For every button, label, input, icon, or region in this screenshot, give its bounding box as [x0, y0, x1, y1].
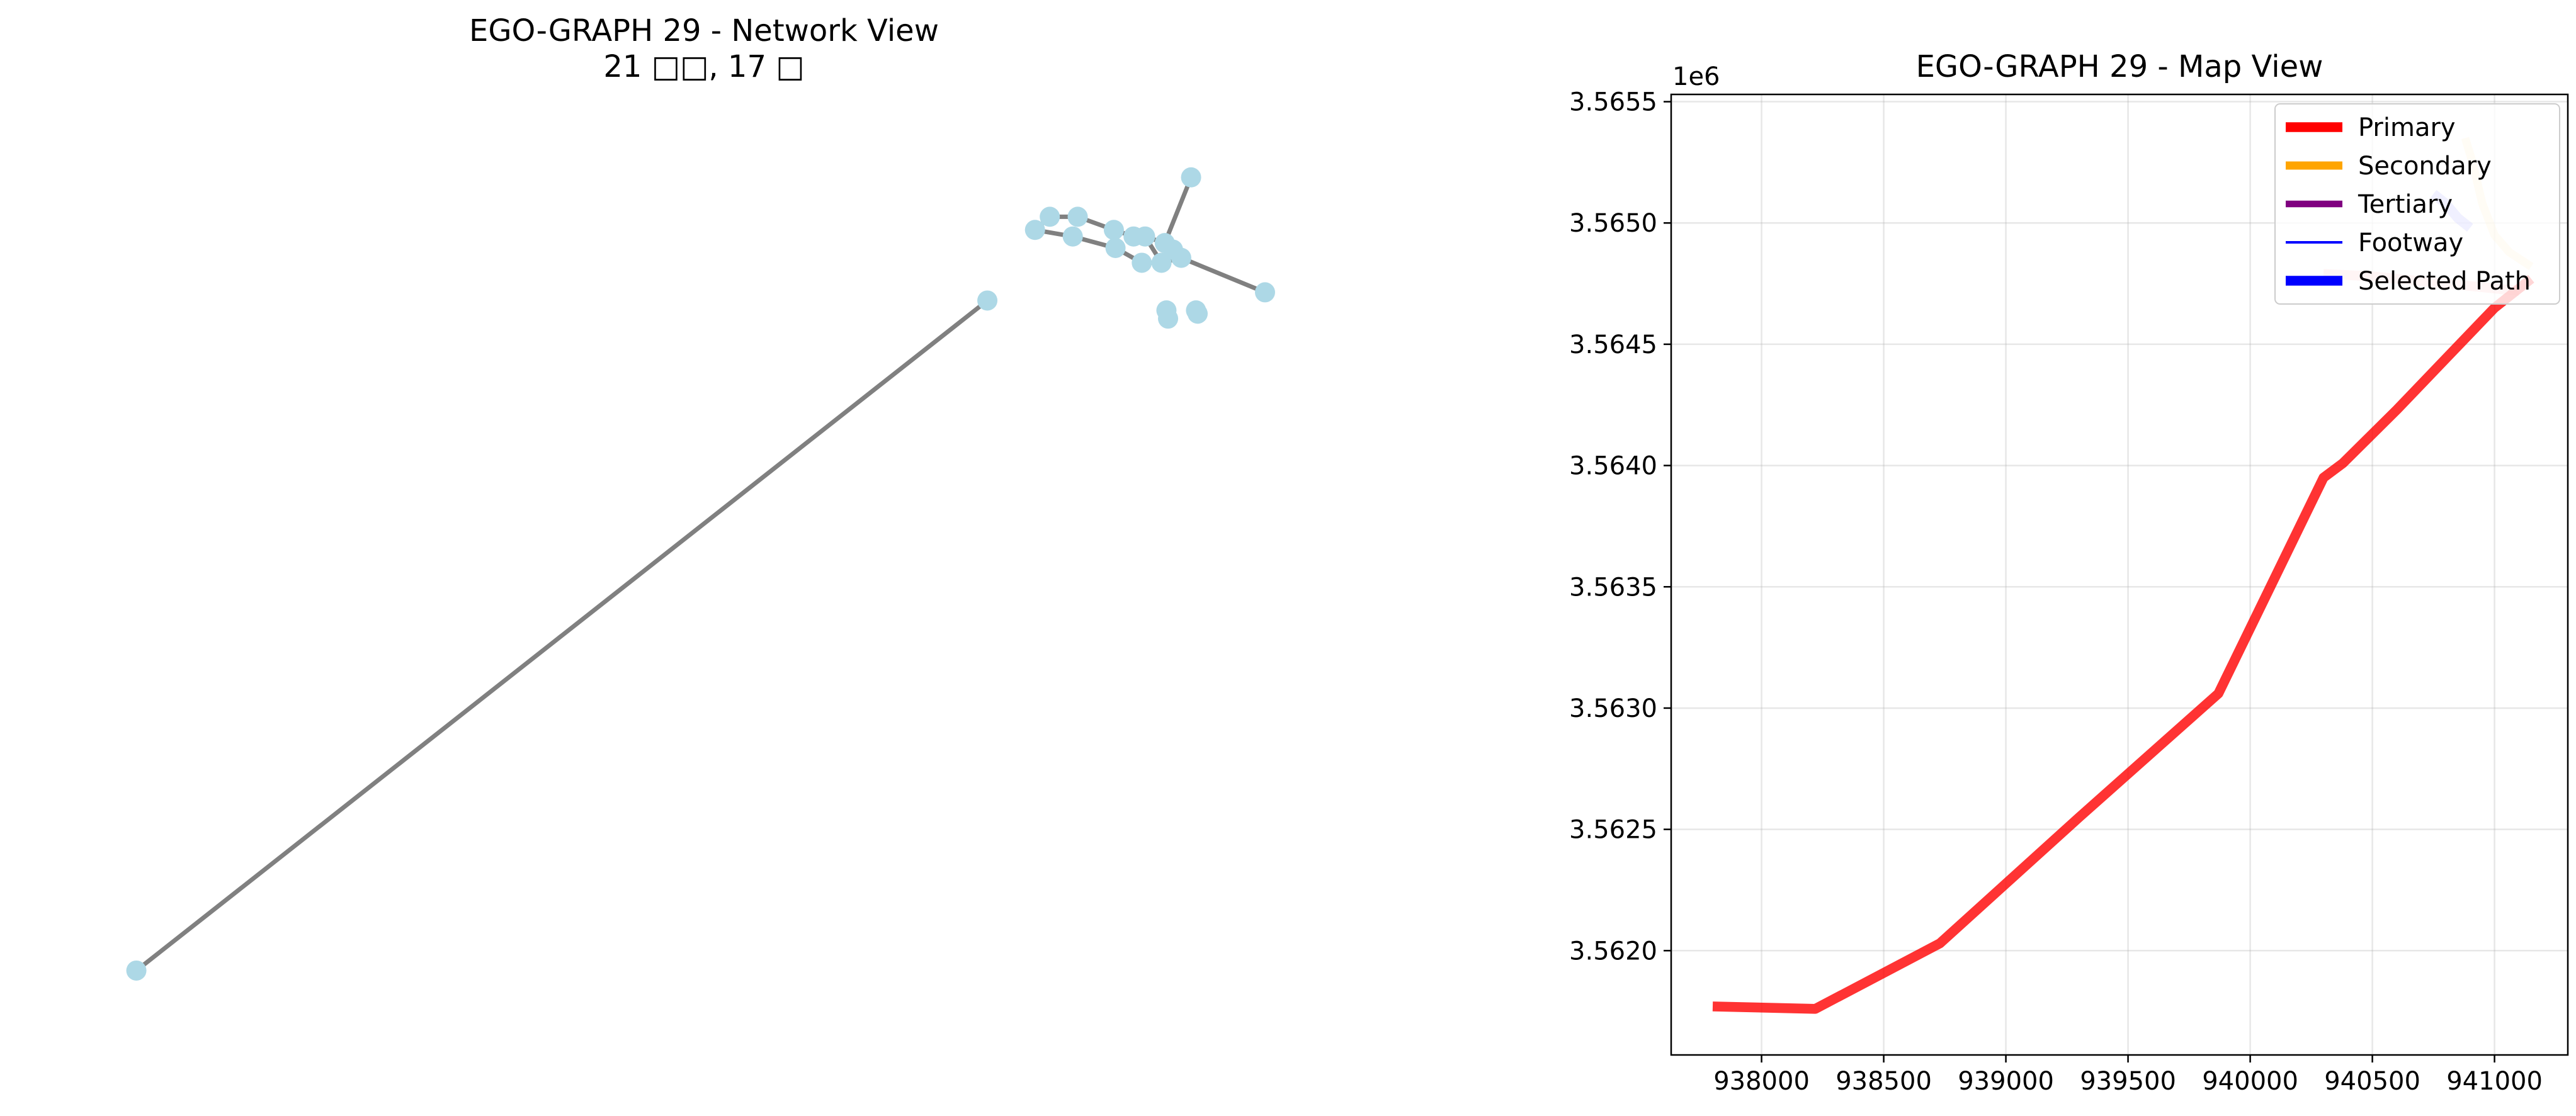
y-tick-label: 3.5630: [1569, 694, 1657, 723]
legend-label: Tertiary: [2358, 190, 2453, 219]
network-node: [1135, 226, 1155, 247]
network-node: [1024, 220, 1045, 240]
network-node: [1132, 252, 1152, 273]
map-axes-frame: [1670, 93, 2569, 1056]
y-tick-label: 3.5640: [1569, 452, 1657, 481]
network-node: [1254, 282, 1275, 303]
x-tick-label: 940500: [2324, 1067, 2420, 1096]
network-node: [126, 960, 147, 981]
map-view-title: EGO-GRAPH 29 - Map View: [1916, 49, 2324, 84]
x-axis-ticks: 938000 938500 939000 939500 940000 940500 9410…: [1713, 1055, 2543, 1096]
network-node: [1062, 226, 1083, 247]
x-tick-label: 941000: [2446, 1067, 2543, 1096]
x-tick-label: 940000: [2202, 1067, 2298, 1096]
y-tick-label: 3.5625: [1569, 816, 1657, 845]
y-tick-label: 3.5635: [1569, 573, 1657, 602]
legend-label: Footway: [2358, 228, 2463, 257]
y-tick-label: 3.5620: [1569, 937, 1657, 966]
map-legend: Primary Secondary Tertiary Footway Selected …: [2274, 103, 2560, 305]
network-node: [1105, 237, 1126, 258]
network-node: [977, 290, 998, 311]
network-view-subtitle: 21 □□, 17 □: [603, 49, 804, 84]
x-tick-label: 938500: [1836, 1067, 1932, 1096]
network-node: [1188, 303, 1208, 324]
y-tick-label: 3.5650: [1569, 209, 1657, 238]
legend-box: [2274, 103, 2560, 305]
y-tick-label: 3.5655: [1569, 88, 1657, 117]
x-tick-label: 939500: [2080, 1067, 2176, 1096]
legend-label: Primary: [2358, 113, 2456, 142]
network-edges: [134, 175, 1268, 973]
network-edge: [1179, 256, 1268, 295]
legend-label: Secondary: [2358, 152, 2492, 181]
network-node: [1158, 308, 1179, 329]
y-tick-label: 3.5645: [1569, 330, 1657, 359]
network-node: [1067, 206, 1088, 227]
network-node: [1181, 167, 1201, 188]
legend-label: Selected Path: [2358, 267, 2531, 296]
network-node: [1151, 252, 1172, 273]
y-axis-ticks: 3.5620 3.5625 3.5630 3.5635 3.5640 3.5645 3.56…: [1569, 88, 1671, 966]
network-edge: [1162, 175, 1194, 245]
y-axis-offset-label: 1e6: [1672, 62, 1720, 91]
x-tick-label: 938000: [1713, 1067, 1810, 1096]
x-tick-label: 939000: [1958, 1067, 2054, 1096]
network-node: [1040, 206, 1060, 227]
road-line-primary: [1712, 274, 2534, 1014]
network-view-panel: EGO-GRAPH 29 - Network View 21 □□, 17 □: [126, 13, 1275, 981]
network-nodes: [126, 167, 1275, 981]
network-view-title: EGO-GRAPH 29 - Network View: [469, 13, 939, 48]
network-node: [1171, 247, 1191, 268]
network-edge: [134, 298, 990, 973]
network-node: [1103, 220, 1124, 240]
map-grid: [1671, 94, 2568, 1055]
map-view-panel: EGO-GRAPH 29 - Map View 1e6 938000 938500…: [1569, 49, 2569, 1096]
